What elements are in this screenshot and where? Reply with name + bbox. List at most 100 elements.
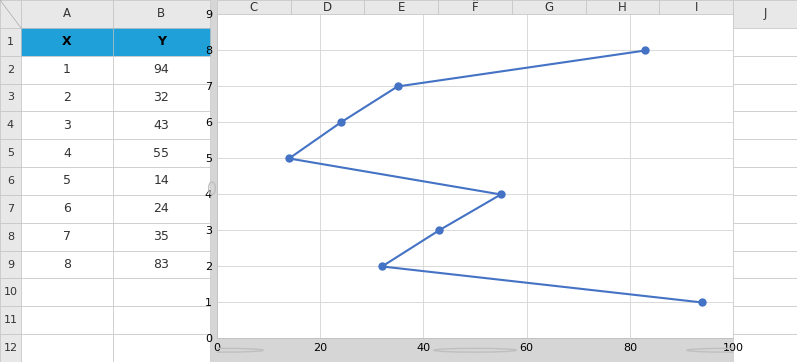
Bar: [733, 251, 797, 278]
Text: 1: 1: [63, 63, 71, 76]
Bar: [586, 0, 659, 14]
Text: 11: 11: [3, 315, 18, 325]
Bar: [21, 334, 113, 362]
Bar: [21, 84, 113, 111]
Bar: [21, 0, 113, 28]
Bar: [659, 0, 733, 14]
Text: 2: 2: [7, 64, 14, 75]
Bar: [733, 111, 797, 139]
Bar: [21, 195, 113, 223]
Text: 7: 7: [63, 230, 71, 243]
Text: B: B: [157, 8, 166, 20]
Bar: [0, 306, 21, 334]
Text: 83: 83: [154, 258, 169, 271]
Text: 5: 5: [7, 148, 14, 158]
Text: 12: 12: [3, 343, 18, 353]
Bar: [113, 195, 210, 223]
Bar: [364, 0, 438, 14]
Text: 7: 7: [7, 204, 14, 214]
Bar: [113, 223, 210, 251]
Bar: [438, 0, 512, 14]
Bar: [291, 0, 364, 14]
Bar: [0, 251, 21, 278]
Bar: [512, 0, 586, 14]
Bar: [0, 167, 21, 195]
Bar: [0, 56, 21, 84]
Bar: [21, 28, 113, 56]
Text: 6: 6: [63, 202, 71, 215]
Bar: [21, 111, 113, 139]
Text: G: G: [544, 1, 553, 14]
Bar: [733, 306, 797, 334]
Bar: [0, 0, 21, 28]
Text: 5: 5: [63, 174, 71, 188]
Bar: [113, 278, 210, 306]
Text: 32: 32: [154, 91, 169, 104]
Bar: [113, 0, 210, 28]
Text: 43: 43: [154, 119, 169, 132]
Text: E: E: [398, 1, 405, 14]
Bar: [733, 278, 797, 306]
Text: C: C: [249, 1, 257, 14]
Text: A: A: [63, 8, 71, 20]
Text: 1: 1: [7, 37, 14, 47]
Bar: [217, 0, 291, 14]
Bar: [21, 167, 113, 195]
Text: 4: 4: [7, 120, 14, 130]
Bar: [113, 56, 210, 84]
Text: 55: 55: [153, 147, 170, 160]
Bar: [733, 56, 797, 84]
Text: 14: 14: [154, 174, 169, 188]
Bar: [733, 28, 797, 56]
Bar: [113, 139, 210, 167]
Title: Y: Y: [470, 0, 480, 12]
Text: Y: Y: [157, 35, 166, 48]
Bar: [21, 56, 113, 84]
Bar: [113, 306, 210, 334]
Text: J: J: [764, 8, 767, 20]
Bar: [0, 195, 21, 223]
Text: 6: 6: [7, 176, 14, 186]
Bar: [733, 223, 797, 251]
Bar: [113, 334, 210, 362]
Bar: [21, 223, 113, 251]
Text: I: I: [695, 1, 698, 14]
Bar: [0, 334, 21, 362]
Text: 24: 24: [154, 202, 169, 215]
Bar: [733, 334, 797, 362]
Bar: [113, 251, 210, 278]
Text: 3: 3: [7, 92, 14, 102]
Bar: [21, 278, 113, 306]
Text: 8: 8: [63, 258, 71, 271]
Bar: [0, 223, 21, 251]
Text: F: F: [472, 1, 478, 14]
Bar: [0, 139, 21, 167]
Text: D: D: [323, 1, 332, 14]
Text: 4: 4: [63, 147, 71, 160]
Bar: [21, 139, 113, 167]
Text: 3: 3: [63, 119, 71, 132]
Bar: [733, 139, 797, 167]
Text: 2: 2: [63, 91, 71, 104]
Bar: [113, 28, 210, 56]
Text: 10: 10: [3, 287, 18, 298]
Bar: [0, 278, 21, 306]
Bar: [21, 251, 113, 278]
Bar: [21, 306, 113, 334]
Bar: [733, 84, 797, 111]
Bar: [113, 84, 210, 111]
Text: 9: 9: [7, 260, 14, 270]
Bar: [0, 111, 21, 139]
Text: H: H: [618, 1, 627, 14]
Bar: [733, 195, 797, 223]
Bar: [113, 167, 210, 195]
Text: 35: 35: [154, 230, 169, 243]
Bar: [733, 0, 797, 28]
Bar: [0, 28, 21, 56]
Bar: [0, 84, 21, 111]
Text: 8: 8: [7, 232, 14, 242]
Text: 94: 94: [154, 63, 169, 76]
Bar: [733, 167, 797, 195]
Text: X: X: [62, 35, 72, 48]
Bar: [113, 111, 210, 139]
